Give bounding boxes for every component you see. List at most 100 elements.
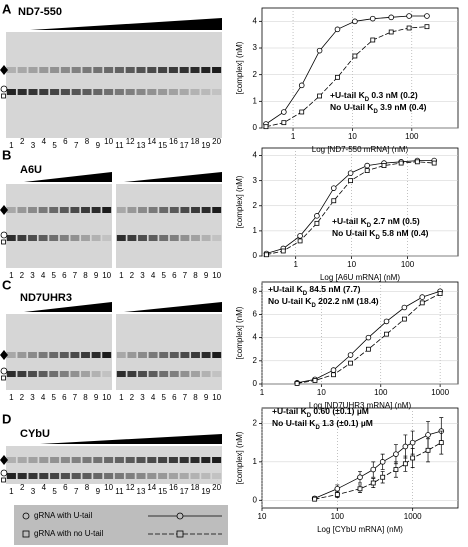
- data-point: [365, 334, 372, 341]
- gel-band: [116, 352, 126, 358]
- data-point: [370, 37, 376, 43]
- lane-label: 3: [30, 393, 35, 402]
- gel-band: [59, 235, 69, 241]
- x-tick-label: 10: [348, 132, 357, 141]
- lane-label: 8: [83, 271, 88, 280]
- x-tick-label: 100: [405, 132, 419, 141]
- lane-label: 7: [74, 487, 79, 496]
- data-point: [410, 455, 416, 461]
- gel-band: [180, 352, 190, 358]
- lane-label: 10: [102, 271, 111, 280]
- gel-band: [212, 352, 222, 358]
- annotation: No U-tail KD 5.8 nM (0.4): [332, 228, 429, 240]
- annotation-text: 3.9 nM (0.4): [378, 102, 427, 112]
- gel-band: [190, 457, 200, 463]
- data-point: [297, 238, 303, 244]
- data-point: [406, 13, 412, 19]
- gel-title: ND7-550: [18, 6, 62, 18]
- gel-band: [6, 473, 16, 479]
- gel-band: [17, 207, 27, 213]
- gel: [6, 32, 222, 138]
- gel-band: [191, 352, 200, 358]
- gel-band: [60, 89, 70, 95]
- gel-band: [91, 207, 101, 213]
- annotation-subscript: D: [303, 291, 308, 297]
- wedge: [24, 302, 112, 312]
- gel-band: [127, 207, 137, 213]
- gel-band: [59, 352, 69, 358]
- lane-label: 5: [51, 271, 56, 280]
- lane-label: 6: [172, 393, 177, 402]
- gel-band: [147, 457, 157, 463]
- data-point: [370, 466, 377, 473]
- data-point: [352, 53, 358, 59]
- annotation-text: No U-tail K: [268, 296, 312, 306]
- lane-label: 1: [119, 271, 124, 280]
- gel-band: [49, 371, 59, 377]
- gel-band: [158, 473, 168, 479]
- gel-band: [17, 67, 27, 73]
- gel-band: [60, 473, 70, 479]
- data-point: [263, 124, 269, 130]
- gel-band: [201, 371, 211, 377]
- gel-band: [201, 473, 211, 479]
- annotation: No U-tail KD 202.2 nM (18.4): [268, 296, 379, 308]
- x-tick-label: 1000: [404, 512, 422, 521]
- data-point: [393, 451, 399, 457]
- lane-label: 15: [158, 487, 167, 496]
- legend-box: [14, 505, 228, 545]
- data-point: [294, 381, 300, 386]
- lane-label: 8: [85, 137, 90, 146]
- gel-band: [39, 89, 49, 95]
- lane-label: 3: [140, 393, 145, 402]
- data-point: [280, 248, 286, 254]
- legend-symbol: [22, 530, 30, 538]
- gel-band: [91, 235, 101, 241]
- free-marker: [0, 85, 8, 93]
- data-point: [438, 440, 444, 446]
- free-marker: [0, 231, 8, 239]
- x-tick-label: 100: [401, 260, 415, 269]
- free-marker: [0, 469, 8, 477]
- wedge: [30, 18, 222, 30]
- gel-band: [190, 473, 200, 479]
- annotation-text: +U-tail K: [330, 90, 366, 100]
- gel-band: [159, 371, 169, 377]
- gel-band: [147, 89, 157, 95]
- gel: [6, 446, 222, 484]
- y-tick-label: 2: [253, 418, 258, 427]
- gel-band: [169, 371, 179, 377]
- gel-band: [201, 89, 211, 95]
- gel-band: [179, 473, 189, 479]
- y-tick-label: 3: [253, 43, 258, 52]
- lane-label: 10: [104, 137, 113, 146]
- data-point: [334, 485, 341, 492]
- annotation-text: No U-tail K: [332, 228, 376, 238]
- complex-marker: [0, 455, 8, 465]
- gel-band: [168, 89, 178, 95]
- lane-label: 12: [126, 483, 135, 492]
- gel-band: [138, 207, 147, 213]
- annotation-subscript: D: [375, 235, 380, 241]
- gel-band: [50, 473, 60, 479]
- lane-label: 6: [63, 483, 68, 492]
- gel-band: [158, 89, 168, 95]
- data-point: [366, 346, 371, 352]
- gel-band: [104, 457, 114, 463]
- lane-label: 15: [158, 141, 167, 150]
- lane-label: 1: [9, 271, 14, 280]
- data-point: [331, 198, 337, 204]
- gel-band: [102, 352, 112, 358]
- gel-band: [38, 207, 48, 213]
- lane-label: 4: [41, 271, 46, 280]
- data-point: [347, 352, 354, 358]
- lane-label: 6: [62, 271, 67, 280]
- gel-band: [59, 207, 69, 213]
- gel-band: [190, 89, 200, 95]
- gel-band: [38, 371, 48, 377]
- gel-band: [81, 207, 90, 213]
- lane-label: 10: [104, 483, 113, 492]
- lane-label: 5: [52, 487, 57, 496]
- data-point: [314, 213, 320, 219]
